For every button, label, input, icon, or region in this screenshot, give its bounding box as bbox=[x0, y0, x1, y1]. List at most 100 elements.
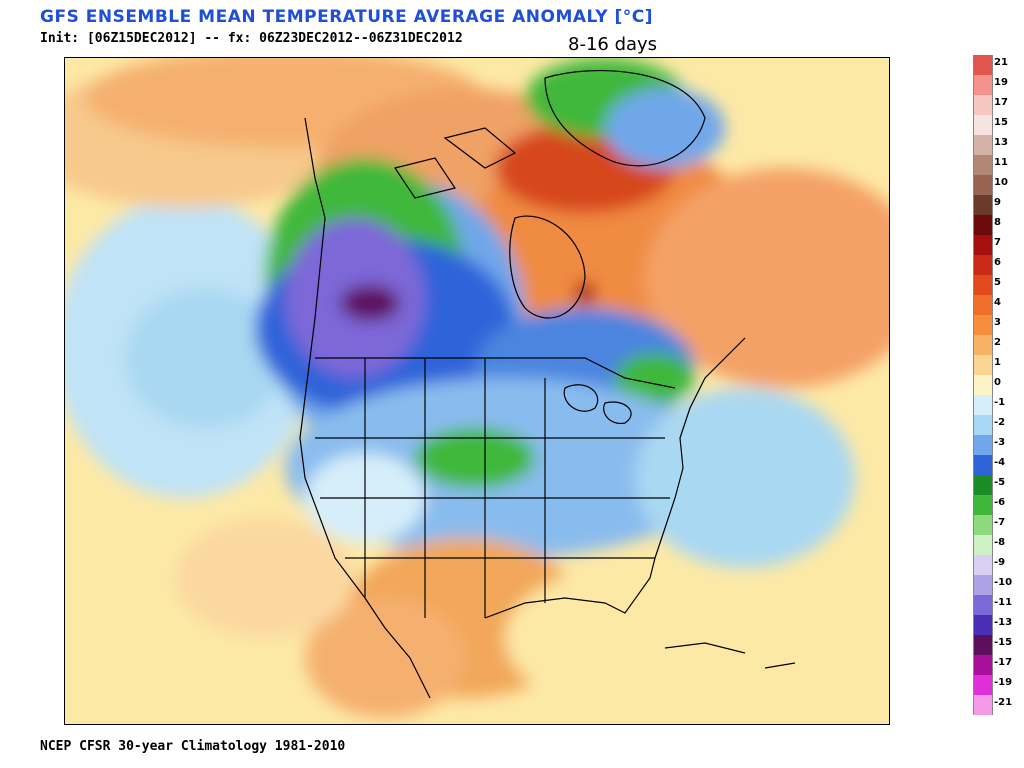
legend-entry: 2 bbox=[970, 335, 1024, 355]
legend-entry: -15 bbox=[970, 635, 1024, 655]
legend-swatch bbox=[973, 495, 993, 515]
legend-swatch bbox=[973, 215, 993, 235]
legend-swatch bbox=[973, 475, 993, 495]
legend-label: -1 bbox=[994, 397, 1006, 408]
legend-swatch bbox=[973, 595, 993, 615]
legend-swatch bbox=[973, 415, 993, 435]
legend-entry: -6 bbox=[970, 495, 1024, 515]
legend-swatch bbox=[973, 675, 993, 695]
legend-entry: 0 bbox=[970, 375, 1024, 395]
legend-swatch bbox=[973, 275, 993, 295]
legend-swatch bbox=[973, 575, 993, 595]
legend-entry: -10 bbox=[970, 575, 1024, 595]
legend-swatch bbox=[973, 255, 993, 275]
legend-entry: 15 bbox=[970, 115, 1024, 135]
legend-entry: 17 bbox=[970, 95, 1024, 115]
legend-label: 9 bbox=[994, 197, 1001, 208]
legend-label: -21 bbox=[994, 697, 1013, 708]
anomaly-map bbox=[64, 57, 890, 725]
climatology-note: NCEP CFSR 30-year Climatology 1981-2010 bbox=[40, 739, 346, 754]
legend-label: 1 bbox=[994, 357, 1001, 368]
legend-label: -19 bbox=[994, 677, 1013, 688]
legend-label: -17 bbox=[994, 657, 1013, 668]
legend-entry: -11 bbox=[970, 595, 1024, 615]
legend-entry: 10 bbox=[970, 175, 1024, 195]
legend-entry: -9 bbox=[970, 555, 1024, 575]
legend-label: -2 bbox=[994, 417, 1006, 428]
legend-entry: 5 bbox=[970, 275, 1024, 295]
legend-label: -11 bbox=[994, 597, 1013, 608]
legend-label: -10 bbox=[994, 577, 1013, 588]
legend-label: -6 bbox=[994, 497, 1006, 508]
legend-entry: 21 bbox=[970, 55, 1024, 75]
legend-entry: 6 bbox=[970, 255, 1024, 275]
legend-label: 19 bbox=[994, 77, 1008, 88]
legend-entry: -4 bbox=[970, 455, 1024, 475]
legend-swatch bbox=[973, 175, 993, 195]
legend-swatch bbox=[973, 395, 993, 415]
legend-swatch bbox=[973, 535, 993, 555]
legend-entry: 9 bbox=[970, 195, 1024, 215]
legend-entry: -13 bbox=[970, 615, 1024, 635]
legend-label: 0 bbox=[994, 377, 1001, 388]
legend-entry: 1 bbox=[970, 355, 1024, 375]
legend-label: 10 bbox=[994, 177, 1008, 188]
legend-swatch bbox=[973, 235, 993, 255]
legend-label: 3 bbox=[994, 317, 1001, 328]
legend-swatch bbox=[973, 75, 993, 95]
legend-label: -8 bbox=[994, 537, 1006, 548]
legend-swatch bbox=[973, 135, 993, 155]
legend-entry: -7 bbox=[970, 515, 1024, 535]
legend-swatch bbox=[973, 155, 993, 175]
legend-label: -7 bbox=[994, 517, 1006, 528]
legend-swatch bbox=[973, 515, 993, 535]
legend-label: -15 bbox=[994, 637, 1013, 648]
chart-title: GFS ENSEMBLE MEAN TEMPERATURE AVERAGE AN… bbox=[40, 7, 653, 27]
legend-entry: -5 bbox=[970, 475, 1024, 495]
legend-entry: 13 bbox=[970, 135, 1024, 155]
legend-label: 5 bbox=[994, 277, 1001, 288]
legend-label: 4 bbox=[994, 297, 1001, 308]
legend-entry: 8 bbox=[970, 215, 1024, 235]
legend-label: -9 bbox=[994, 557, 1006, 568]
legend-swatch bbox=[973, 455, 993, 475]
legend-swatch bbox=[973, 615, 993, 635]
legend-label: 15 bbox=[994, 117, 1008, 128]
legend-swatch bbox=[973, 355, 993, 375]
legend-label: 11 bbox=[994, 157, 1008, 168]
legend-swatch bbox=[973, 95, 993, 115]
legend-label: -3 bbox=[994, 437, 1006, 448]
legend-swatch bbox=[973, 55, 993, 75]
legend-label: -5 bbox=[994, 477, 1006, 488]
legend-swatch bbox=[973, 555, 993, 575]
legend-entry: -2 bbox=[970, 415, 1024, 435]
init-forecast-line: Init: [06Z15DEC2012] -- fx: 06Z23DEC2012… bbox=[40, 31, 463, 46]
legend-entry: 11 bbox=[970, 155, 1024, 175]
legend-label: 21 bbox=[994, 57, 1008, 68]
legend-label: 2 bbox=[994, 337, 1001, 348]
legend-entry: -3 bbox=[970, 435, 1024, 455]
legend-entry: 3 bbox=[970, 315, 1024, 335]
forecast-period-label: 8-16 days bbox=[568, 34, 658, 55]
legend-label: -13 bbox=[994, 617, 1013, 628]
legend-label: 8 bbox=[994, 217, 1001, 228]
legend-swatch bbox=[973, 375, 993, 395]
legend-label: 7 bbox=[994, 237, 1001, 248]
legend-label: 6 bbox=[994, 257, 1001, 268]
legend-label: 13 bbox=[994, 137, 1008, 148]
legend-swatch bbox=[973, 295, 993, 315]
legend-swatch bbox=[973, 195, 993, 215]
legend-entry: -19 bbox=[970, 675, 1024, 695]
anomaly-map-graphic bbox=[65, 58, 889, 718]
legend-entry: -21 bbox=[970, 695, 1024, 715]
legend-entry: 4 bbox=[970, 295, 1024, 315]
legend-label: 17 bbox=[994, 97, 1008, 108]
legend-entry: -1 bbox=[970, 395, 1024, 415]
legend-swatch bbox=[973, 115, 993, 135]
legend-swatch bbox=[973, 315, 993, 335]
legend-entry: 19 bbox=[970, 75, 1024, 95]
color-legend: 21 19 17 15 13 11 10 9 8 7 6 5 4 3 2 1 0 -1 -2 -3 -4 -5 -6 -7 -8… bbox=[970, 55, 1020, 723]
legend-swatch bbox=[973, 635, 993, 655]
legend-swatch bbox=[973, 695, 993, 715]
legend-swatch bbox=[973, 655, 993, 675]
